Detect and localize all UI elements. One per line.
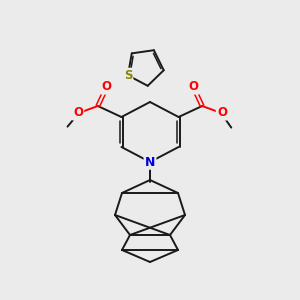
Text: O: O (73, 106, 83, 119)
Text: N: N (145, 155, 155, 169)
Text: S: S (124, 69, 132, 82)
Text: O: O (101, 80, 111, 93)
Text: O: O (189, 80, 199, 93)
Text: O: O (217, 106, 227, 119)
